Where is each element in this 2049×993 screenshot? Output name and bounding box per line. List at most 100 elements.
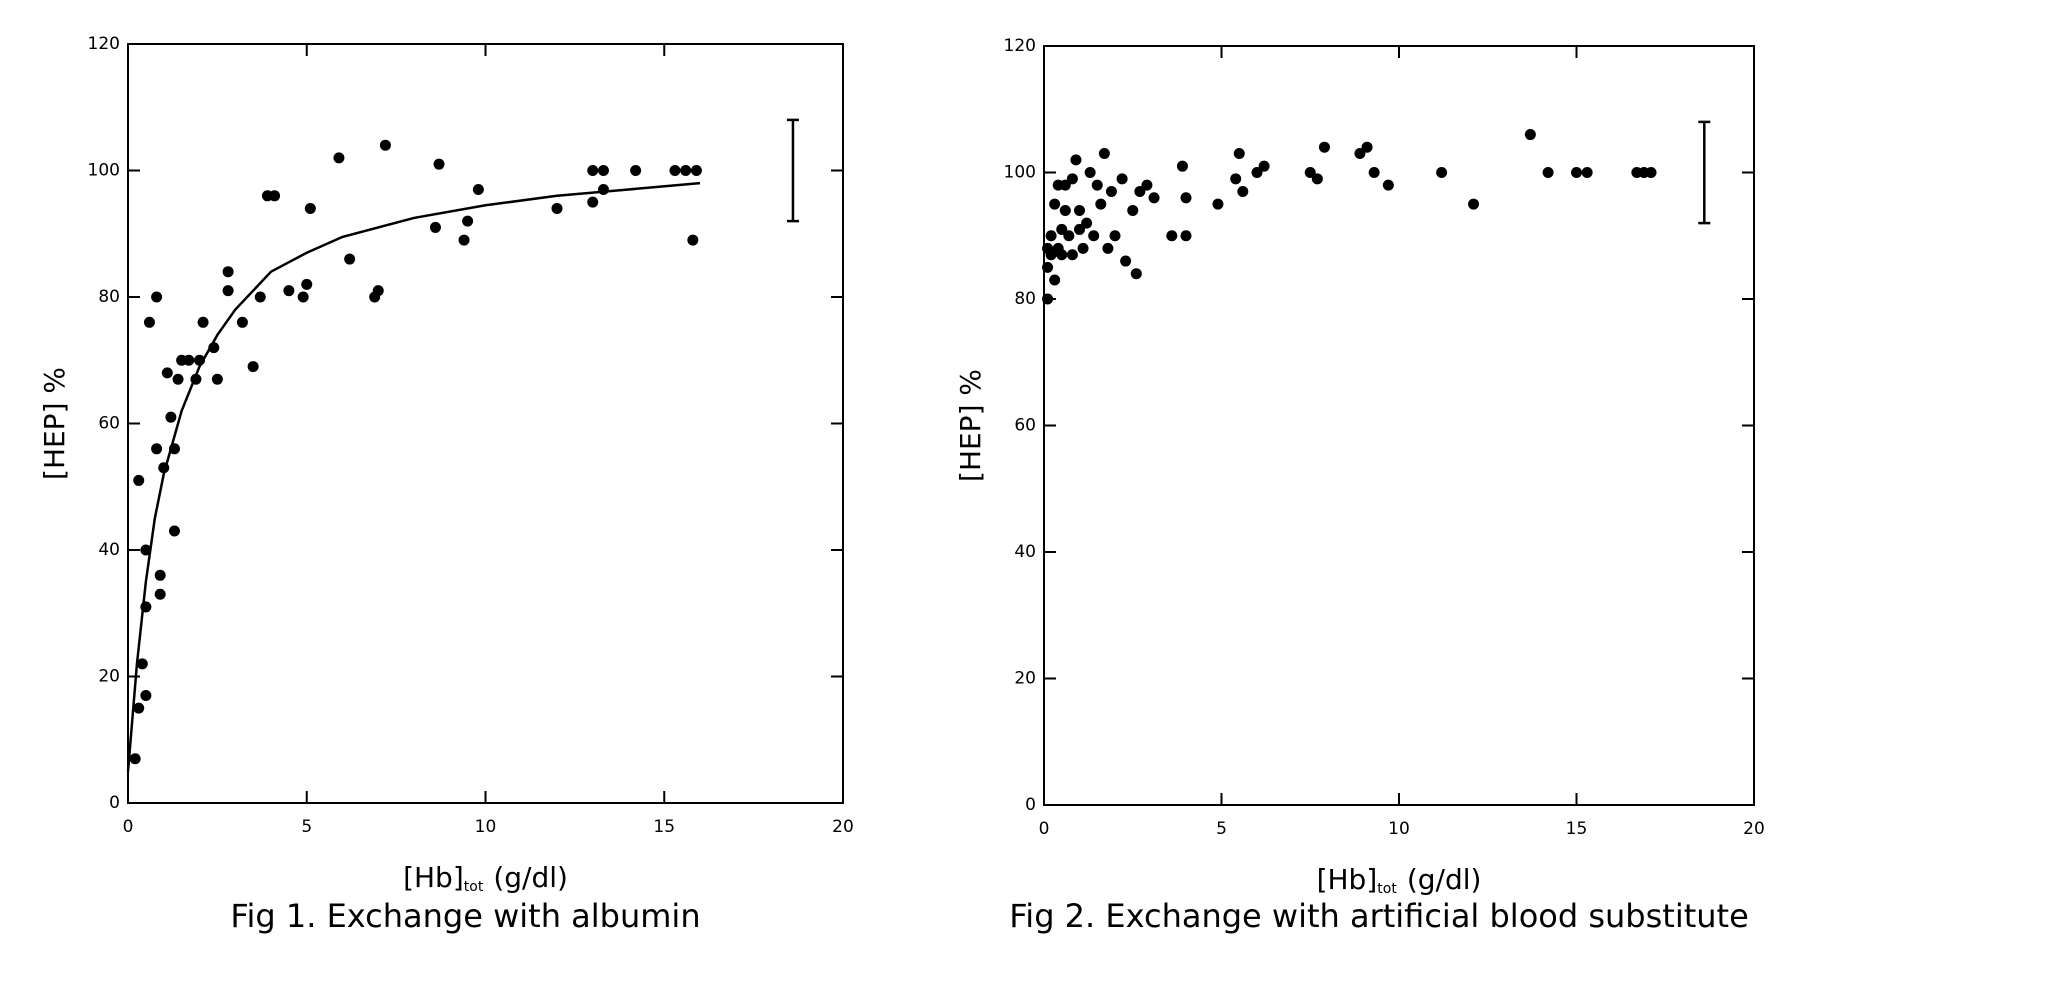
- data-point: [1141, 179, 1153, 191]
- data-point: [429, 221, 441, 233]
- x-axis-label: [Hb]tot (g/dl): [403, 861, 568, 895]
- data-point: [1148, 192, 1160, 204]
- data-point: [222, 285, 234, 297]
- data-point: [1318, 141, 1330, 153]
- x-tick-label: 0: [123, 817, 134, 837]
- error-bar: [1698, 120, 1711, 225]
- data-point: [1436, 167, 1448, 178]
- data-point: [1084, 167, 1096, 178]
- data-point: [151, 291, 163, 303]
- data-point: [1368, 167, 1380, 178]
- data-point: [1116, 173, 1128, 185]
- x-label-sub: tot: [464, 879, 484, 895]
- data-point: [136, 658, 148, 670]
- x-tick-label: 20: [832, 817, 854, 837]
- data-point: [161, 367, 173, 379]
- data-point: [304, 202, 316, 214]
- data-point: [1311, 173, 1323, 185]
- data-point: [1056, 249, 1068, 261]
- y-tick-label: 20: [98, 667, 120, 687]
- data-point: [297, 291, 309, 303]
- data-point: [154, 569, 166, 581]
- data-point: [1074, 223, 1085, 235]
- y-tick-label: 60: [1014, 416, 1036, 436]
- data-point: [1074, 204, 1085, 216]
- data-point: [587, 196, 599, 208]
- data-point: [372, 285, 384, 297]
- data-point: [1109, 230, 1121, 242]
- data-point: [1176, 160, 1188, 172]
- data-point: [1237, 185, 1249, 197]
- data-point: [197, 316, 209, 328]
- data-point: [236, 316, 248, 328]
- y-tick-label: 40: [1014, 542, 1036, 562]
- data-point: [1077, 242, 1089, 254]
- y-tick-label: 0: [109, 793, 120, 813]
- data-point: [1127, 204, 1139, 216]
- data-point: [462, 215, 474, 227]
- data-point: [1251, 167, 1263, 178]
- data-point: [1049, 274, 1061, 286]
- x-label-main: [Hb]: [1317, 863, 1378, 896]
- data-point: [1056, 223, 1068, 235]
- data-point: [211, 373, 223, 385]
- data-point: [433, 158, 445, 170]
- y-tick-label: 100: [88, 161, 120, 181]
- data-point: [1105, 185, 1117, 197]
- data-point: [472, 183, 484, 195]
- data-point: [154, 588, 166, 600]
- data-point: [1059, 179, 1071, 191]
- data-point: [1354, 148, 1366, 160]
- data-point: [254, 291, 266, 303]
- data-point: [143, 316, 155, 328]
- data-point: [301, 278, 313, 290]
- data-point: [1180, 230, 1192, 242]
- error-bar: [786, 118, 799, 223]
- y-tick-label: 120: [1004, 36, 1036, 56]
- data-point: [1468, 198, 1480, 210]
- data-point: [1233, 148, 1245, 160]
- data-point: [1049, 198, 1061, 210]
- y-tick-label: 120: [88, 34, 120, 54]
- data-point: [1166, 230, 1178, 242]
- data-point: [1134, 185, 1146, 197]
- x-tick-label: 15: [653, 817, 675, 837]
- data-point: [269, 190, 281, 202]
- data-point: [1230, 173, 1242, 185]
- chart: 0 5 10 15 20 0 20 40 60 80 100 120 [Hb]tot (g/dl) [HEP…: [38, 34, 854, 935]
- y-tick-label: 80: [98, 287, 120, 307]
- x-tick-label: 15: [1566, 819, 1588, 839]
- y-tick-label: 0: [1025, 795, 1036, 815]
- data-point: [1571, 167, 1582, 178]
- y-tick-label: 40: [98, 540, 120, 560]
- x-label-sub: tot: [1377, 881, 1397, 897]
- data-point: [1042, 293, 1054, 305]
- data-point: [129, 753, 141, 765]
- x-axis-label: [Hb]tot (g/dl): [1317, 863, 1482, 897]
- y-tick-label: 20: [1014, 669, 1036, 689]
- data-point: [172, 373, 184, 385]
- data-point: [1066, 249, 1078, 261]
- data-point: [1045, 230, 1057, 242]
- y-tick-label: 100: [1004, 163, 1036, 183]
- data-point: [379, 139, 391, 151]
- data-point: [1180, 192, 1192, 204]
- x-label-main: [Hb]: [403, 861, 464, 894]
- x-label-unit: (g/dl): [493, 861, 568, 894]
- data-point: [1042, 261, 1054, 273]
- data-point: [1070, 154, 1082, 166]
- data-point: [1102, 242, 1114, 254]
- data-point: [597, 165, 609, 176]
- data-point: [690, 165, 702, 176]
- data-point: [630, 165, 642, 176]
- x-label-unit: (g/dl): [1407, 863, 1482, 896]
- data-point: [333, 152, 345, 164]
- data-point: [1095, 198, 1107, 210]
- data-point: [1645, 167, 1657, 178]
- data-point: [1081, 217, 1093, 229]
- data-point: [1258, 160, 1270, 172]
- data-point: [597, 183, 609, 195]
- data-point: [1063, 230, 1075, 242]
- data-point: [1361, 141, 1373, 153]
